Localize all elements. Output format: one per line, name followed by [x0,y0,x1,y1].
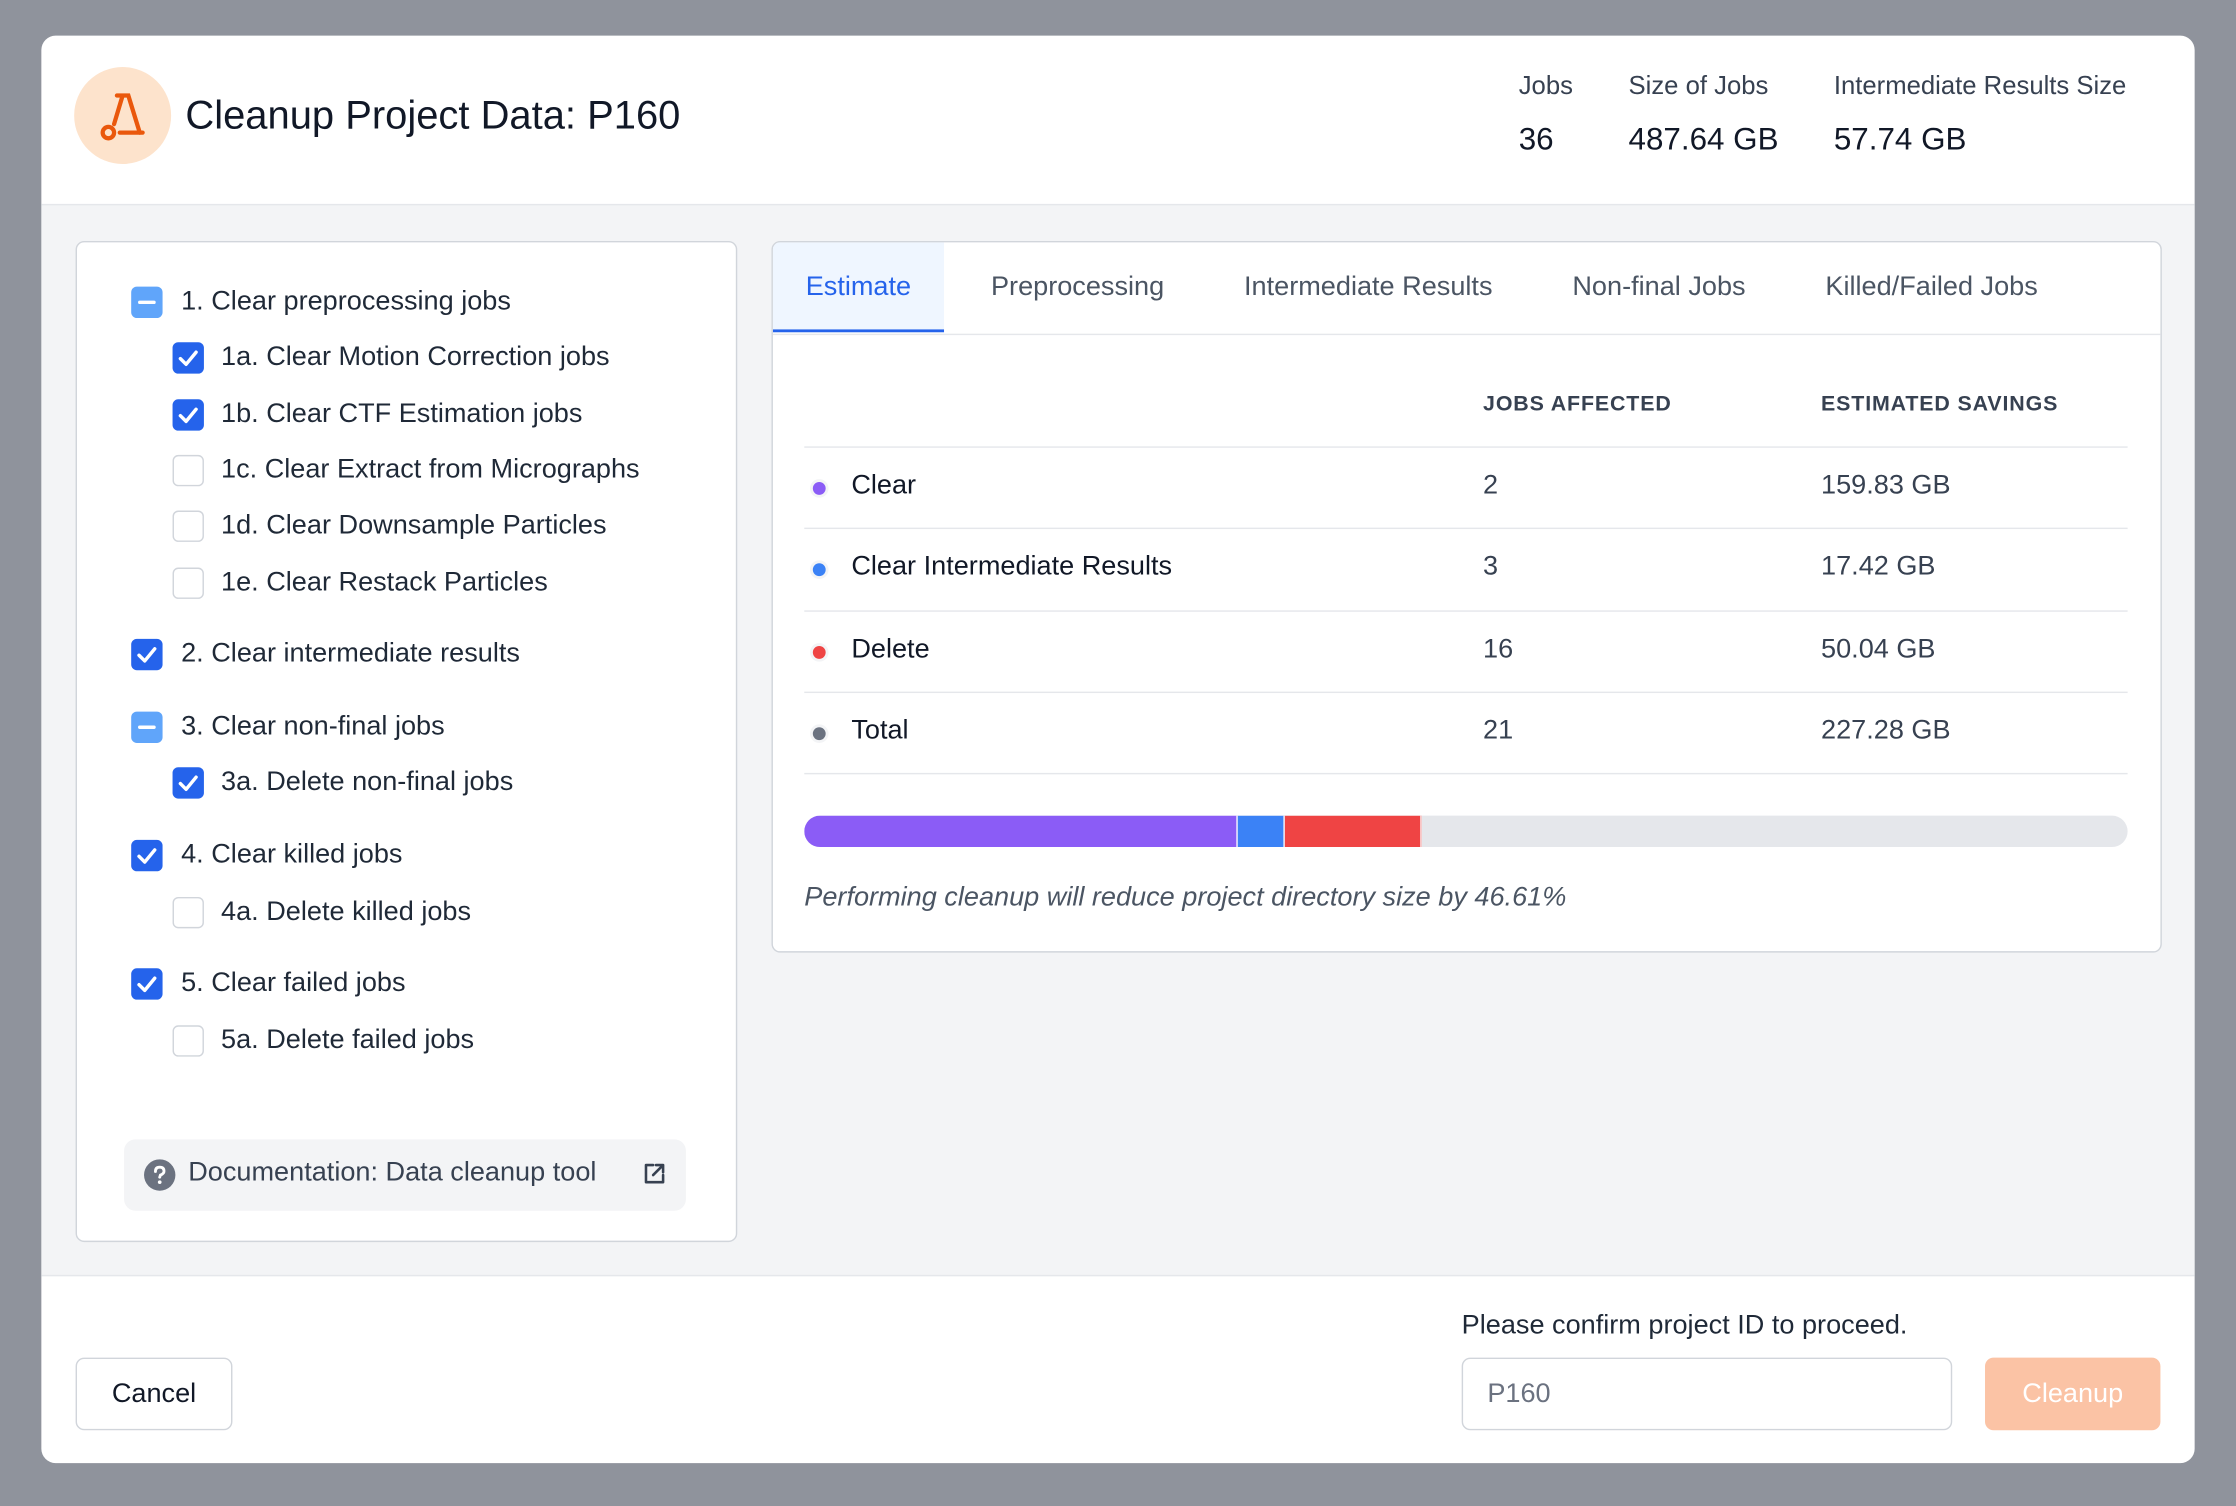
row-name: Total [851,715,909,746]
option-label[interactable]: 1d. Clear Downsample Particles [221,510,607,541]
legend-dot [809,479,829,498]
row-jobs: 16 [1483,634,1514,665]
usage-segment [1238,815,1286,848]
checkbox[interactable] [172,398,204,431]
usage-segment [1285,815,1422,848]
tab[interactable]: Killed/Failed Jobs [1825,272,2038,303]
option-label[interactable]: 1e. Clear Restack Particles [221,566,548,597]
stat-label: Jobs [1518,71,1573,100]
cleanup-button[interactable]: Cleanup [1985,1357,2161,1431]
external-icon [642,1161,668,1187]
checkbox[interactable] [172,1024,204,1057]
row-savings: 227.28 GB [1821,715,1951,746]
row-divider [804,772,2128,775]
legend-dot [809,643,829,662]
checkbox[interactable] [131,968,163,1001]
checkbox[interactable] [131,639,163,671]
legend-dot [809,560,829,579]
checkbox[interactable] [172,510,204,543]
help-icon [144,1159,176,1191]
option-label[interactable]: 4a. Delete killed jobs [221,896,472,927]
modal-title: Cleanup Project Data: P160 [185,92,681,137]
row-savings: 50.04 GB [1821,634,1936,665]
tab[interactable]: Preprocessing [990,272,1165,303]
column-header: JOBS AFFECTED [1483,392,1672,417]
row-name: Clear [851,470,917,501]
row-divider [804,691,2128,694]
row-savings: 159.83 GB [1821,470,1951,501]
row-savings: 17.42 GB [1821,551,1936,582]
stat-value: 487.64 GB [1628,121,1779,157]
options-panel: 1. Clear preprocessing jobs 1a. Clear Mot… [75,240,738,1243]
option-label[interactable]: 1c. Clear Extract from Micrographs [221,454,640,485]
checkbox[interactable] [172,342,204,375]
modal: Cleanup Project Data: P160 1. Clear prep… [41,35,2195,1464]
project-id-input[interactable]: P160 [1461,1357,1953,1431]
estimate-panel: Estimate Preprocessing Intermediate Result… [771,240,2162,953]
tab[interactable]: Estimate [772,242,944,333]
row-jobs: 21 [1483,715,1514,746]
tab[interactable]: Intermediate Results [1244,272,1493,303]
icon-glyph [100,93,145,141]
row-jobs: 3 [1483,551,1499,582]
row-name: Clear Intermediate Results [851,551,1173,582]
stat-value: 36 [1518,121,1554,157]
row-divider [804,446,2128,448]
row-jobs: 2 [1483,470,1499,501]
option-label[interactable]: 1a. Clear Motion Correction jobs [221,342,610,373]
option-label[interactable]: 4. Clear killed jobs [181,840,403,871]
header-icon [74,67,172,164]
tab-bar: Estimate Preprocessing Intermediate Result… [772,242,2161,336]
doc-link[interactable]: Documentation: Data cleanup tool [124,1139,686,1211]
option-label[interactable]: 3. Clear non-final jobs [181,711,445,742]
option-label[interactable]: 5a. Delete failed jobs [221,1024,475,1055]
option-label[interactable]: 2. Clear intermediate results [181,639,520,670]
stat-label: Intermediate Results Size [1833,71,2127,100]
option-label[interactable]: 1. Clear preprocessing jobs [181,286,511,317]
option-label[interactable]: 5. Clear failed jobs [181,968,406,999]
row-divider [804,527,2128,530]
checkbox[interactable] [172,454,204,487]
checkbox[interactable] [131,840,163,872]
stat-value: 57.74 GB [1833,121,1967,157]
modal-body: 1. Clear preprocessing jobs 1a. Clear Mot… [41,203,2195,1277]
legend-dot [809,724,829,743]
cancel-button[interactable]: Cancel [75,1357,233,1431]
cleanup-note: Performing cleanup will reduce project d… [804,882,1567,913]
tab[interactable]: Non-final Jobs [1572,272,1746,303]
doc-text[interactable]: Documentation: Data cleanup tool [188,1157,597,1188]
checkbox[interactable] [172,566,204,599]
row-name: Delete [851,634,930,665]
confirm-label: Please confirm project ID to proceed. [1461,1310,1908,1341]
stat-label: Size of Jobs [1628,71,1769,100]
row-divider [804,610,2128,612]
checkbox[interactable] [131,286,163,319]
checkbox[interactable] [131,711,163,744]
usage-segment [804,815,1239,848]
checkbox[interactable] [172,896,204,928]
checkbox[interactable] [172,767,204,800]
option-label[interactable]: 1b. Clear CTF Estimation jobs [221,398,583,429]
option-label[interactable]: 3a. Delete non-final jobs [221,767,514,798]
column-header: ESTIMATED SAVINGS [1821,392,2059,417]
usage-track [804,815,2128,848]
